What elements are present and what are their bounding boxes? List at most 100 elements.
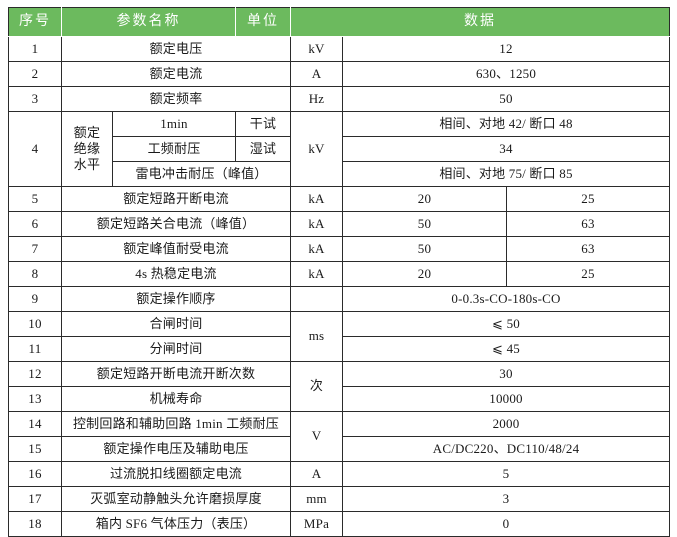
header-row: 序号 参数名称 单位 数据 [8, 7, 671, 37]
row-index: 15 [8, 436, 62, 462]
header-cell-parameter-name: 参数名称 [61, 7, 236, 37]
row-data-col1: 20 [342, 261, 507, 287]
row-index: 7 [8, 236, 62, 262]
table-row: 11 分闸时间 ⩽ 45 [8, 336, 671, 362]
row-index: 12 [8, 361, 62, 387]
row-parameter-name: 箱内 SF6 气体压力（表压） [61, 511, 291, 537]
table-body: 1 额定电压 kV 12 2 额定电流 A 630、1250 3 额定频率 Hz… [8, 36, 671, 537]
header-cell-data: 数据 [289, 7, 671, 37]
table-row: 8 4s 热稳定电流 kA 20 25 [8, 261, 671, 287]
insulation-label-line-3: 水平 [73, 157, 101, 173]
row-unit [290, 286, 343, 312]
specification-table-container: 序号 参数名称 单位 数据 1 额定电压 kV 12 2 额定电流 A 630、… [8, 7, 671, 537]
row-data: 相间、对地 42/ 断口 48 [341, 111, 671, 137]
row-unit: Hz [290, 86, 343, 112]
table-row-insulation-dry: 4 额定 绝缘 水平 1min 干试 kV 相间、对地 42/ 断口 48 [8, 111, 671, 187]
row-data: ⩽ 50 [341, 311, 671, 337]
row-data-col1: 50 [342, 211, 507, 237]
row-data: 10000 [341, 386, 671, 412]
row-parameter-name: 额定电流 [61, 61, 291, 87]
row-data-col2: 63 [505, 236, 671, 262]
row-data: 12 [341, 36, 671, 62]
row-unit: 次 [290, 361, 343, 412]
table-row: 6 额定短路关合电流（峰值） kA 50 63 [8, 211, 671, 237]
specification-table: 序号 参数名称 单位 数据 1 额定电压 kV 12 2 额定电流 A 630、… [8, 7, 671, 537]
row-unit: kV [290, 36, 343, 62]
row-index: 16 [8, 461, 62, 487]
row-unit: V [290, 411, 343, 462]
row-index: 14 [8, 411, 62, 437]
row-unit: mm [290, 486, 343, 512]
row-data: AC/DC220、DC110/48/24 [341, 436, 671, 462]
row-data: 50 [341, 86, 671, 112]
table-header: 序号 参数名称 单位 数据 [8, 7, 671, 37]
row-unit: kV [290, 111, 343, 187]
row-parameter-name: 过流脱扣线圈额定电流 [61, 461, 291, 487]
row-data: 30 [341, 361, 671, 387]
row-index: 17 [8, 486, 62, 512]
row-parameter-name: 分闸时间 [61, 336, 291, 362]
row-parameter-name: 额定操作顺序 [61, 286, 291, 312]
row-parameter-name: 控制回路和辅助回路 1min 工频耐压 [61, 411, 291, 437]
row-data: 3 [341, 486, 671, 512]
row-data: 630、1250 [341, 61, 671, 87]
dry-test-label: 干试 [235, 111, 291, 137]
row-data: 0-0.3s-CO-180s-CO [341, 286, 671, 312]
insulation-label-line-2: 绝缘 [73, 140, 101, 156]
row-data: 0 [341, 511, 671, 537]
row-parameter-name: 额定短路开断电流 [61, 186, 291, 212]
power-frequency-withstand-label: 工频耐压 [112, 136, 236, 162]
row-data: 5 [341, 461, 671, 487]
header-cell-unit: 单位 [235, 7, 291, 37]
power-frequency-withstand-label-1min: 1min [112, 111, 236, 137]
table-row: 10 合闸时间 ms ⩽ 50 [8, 311, 671, 362]
row-parameter-name: 额定频率 [61, 86, 291, 112]
row-index: 18 [8, 511, 62, 537]
table-row: 9 额定操作顺序 0-0.3s-CO-180s-CO [8, 286, 671, 312]
row-data-col2: 25 [505, 186, 671, 212]
table-row: 2 额定电流 A 630、1250 [8, 61, 671, 87]
row-unit: ms [290, 311, 343, 362]
row-data: 34 [341, 136, 671, 162]
row-unit: kA [290, 186, 343, 212]
row-unit: A [290, 461, 343, 487]
row-data-col1: 50 [342, 236, 507, 262]
table-row: 15 额定操作电压及辅助电压 AC/DC220、DC110/48/24 [8, 436, 671, 462]
row-data-col1: 20 [342, 186, 507, 212]
row-parameter-name: 额定短路关合电流（峰值） [61, 211, 291, 237]
row-parameter-name: 额定峰值耐受电流 [61, 236, 291, 262]
row-index: 6 [8, 211, 62, 237]
row-unit: A [290, 61, 343, 87]
table-row: 1 额定电压 kV 12 [8, 36, 671, 62]
row-index: 5 [8, 186, 62, 212]
row-index: 4 [8, 111, 62, 187]
row-unit: kA [290, 211, 343, 237]
table-row: 3 额定频率 Hz 50 [8, 86, 671, 112]
row-unit: MPa [290, 511, 343, 537]
row-parameter-name: 额定操作电压及辅助电压 [61, 436, 291, 462]
wet-test-label: 湿试 [235, 136, 291, 162]
row-index: 13 [8, 386, 62, 412]
row-parameter-name: 额定电压 [61, 36, 291, 62]
row-data: ⩽ 45 [341, 336, 671, 362]
row-data: 相间、对地 75/ 断口 85 [341, 161, 671, 187]
row-parameter-name: 灭弧室动静触头允许磨损厚度 [61, 486, 291, 512]
table-row: 13 机械寿命 10000 [8, 386, 671, 412]
insulation-label-line-1: 额定 [73, 124, 101, 140]
lightning-impulse-withstand-label: 雷电冲击耐压（峰值） [112, 161, 291, 187]
row-index: 8 [8, 261, 62, 287]
row-index: 2 [8, 61, 62, 87]
row-index: 9 [8, 286, 62, 312]
row-parameter-name: 4s 热稳定电流 [61, 261, 291, 287]
header-cell-index: 序号 [8, 7, 62, 37]
row-parameter-name: 额定短路开断电流开断次数 [61, 361, 291, 387]
row-data-col2: 25 [505, 261, 671, 287]
table-row: 16 过流脱扣线圈额定电流 A 5 [8, 461, 671, 487]
table-row: 5 额定短路开断电流 kA 20 25 [8, 186, 671, 212]
table-row-lightning-impulse: 雷电冲击耐压（峰值） 相间、对地 75/ 断口 85 [9, 161, 671, 187]
table-row: 12 额定短路开断电流开断次数 次 30 [8, 361, 671, 412]
row-data-col2: 63 [505, 211, 671, 237]
row-index: 10 [8, 311, 62, 337]
row-parameter-name: 机械寿命 [61, 386, 291, 412]
table-row: 7 额定峰值耐受电流 kA 50 63 [8, 236, 671, 262]
